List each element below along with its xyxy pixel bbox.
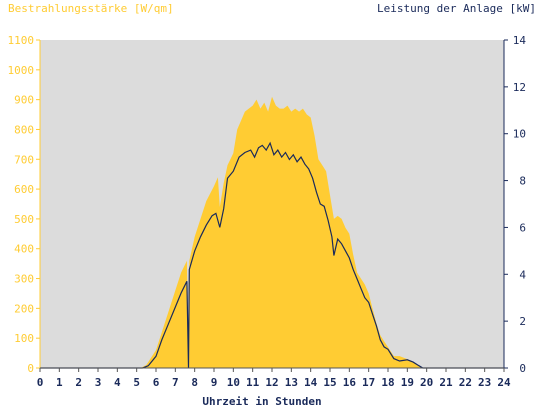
power-line-series bbox=[40, 141, 504, 369]
x-axis-tick-label: 14 bbox=[304, 376, 318, 389]
x-axis-tick-label: 5 bbox=[133, 376, 140, 389]
x-axis-tick-label: 2 bbox=[75, 376, 82, 389]
right-axis-tick-label: 10 bbox=[513, 128, 526, 141]
x-axis-tick-label: 23 bbox=[478, 376, 491, 389]
x-axis-tick-label: 1 bbox=[56, 376, 63, 389]
x-axis-tick-label: 17 bbox=[362, 376, 375, 389]
x-axis-tick-label: 10 bbox=[227, 376, 240, 389]
x-axis-tick-label: 13 bbox=[285, 376, 298, 389]
x-axis-tick-label: 3 bbox=[95, 376, 102, 389]
left-axis-tick-label: 1100 bbox=[8, 34, 35, 47]
x-axis-tick-label: 21 bbox=[439, 376, 453, 389]
irradiance-area-series bbox=[40, 96, 504, 368]
right-axis-tick-label: 6 bbox=[519, 221, 526, 234]
x-axis-tick-label: 18 bbox=[381, 376, 394, 389]
left-axis-tick-label: 0 bbox=[27, 362, 34, 375]
right-axis-tick-label: 0 bbox=[519, 362, 526, 375]
right-axis-tick-label: 2 bbox=[519, 315, 526, 328]
x-axis-tick-label: 8 bbox=[191, 376, 198, 389]
right-axis-tick-label: 12 bbox=[513, 81, 526, 94]
x-axis-tick-label: 0 bbox=[37, 376, 44, 389]
x-axis-tick-label: 22 bbox=[459, 376, 472, 389]
x-axis-tick-label: 15 bbox=[323, 376, 336, 389]
x-axis-tick-label: 16 bbox=[343, 376, 357, 389]
left-axis-tick-label: 200 bbox=[14, 302, 34, 315]
left-axis-tick-label: 600 bbox=[14, 183, 34, 196]
left-axis-tick-label: 800 bbox=[14, 123, 34, 136]
right-axis-tick-label: 4 bbox=[519, 268, 526, 281]
left-axis-tick-label: 100 bbox=[14, 332, 34, 345]
x-axis-tick-label: 11 bbox=[246, 376, 260, 389]
left-axis-title: Bestrahlungsstärke [W/qm] bbox=[8, 2, 174, 15]
left-axis-tick-label: 1000 bbox=[8, 64, 35, 77]
x-axis-tick-label: 24 bbox=[497, 376, 511, 389]
right-axis-tick-label: 8 bbox=[519, 175, 526, 188]
left-axis-tick-label: 900 bbox=[14, 94, 34, 107]
left-axis-tick-label: 400 bbox=[14, 243, 34, 256]
x-axis-tick-label: 6 bbox=[153, 376, 160, 389]
left-axis-tick-label: 300 bbox=[14, 273, 34, 286]
x-axis-tick-label: 9 bbox=[211, 376, 218, 389]
right-axis-title: Leistung der Anlage [kW] bbox=[377, 2, 536, 15]
x-axis-label: Uhrzeit in Stunden bbox=[202, 395, 321, 408]
left-axis-tick-label: 700 bbox=[14, 153, 34, 166]
x-axis-tick-label: 4 bbox=[114, 376, 121, 389]
left-axis-tick-label: 500 bbox=[14, 213, 34, 226]
right-axis-tick-label: 14 bbox=[513, 34, 527, 47]
x-axis-tick-label: 7 bbox=[172, 376, 179, 389]
x-axis-tick-label: 20 bbox=[420, 376, 433, 389]
x-axis-tick-label: 19 bbox=[401, 376, 414, 389]
x-axis-tick-label: 12 bbox=[265, 376, 278, 389]
